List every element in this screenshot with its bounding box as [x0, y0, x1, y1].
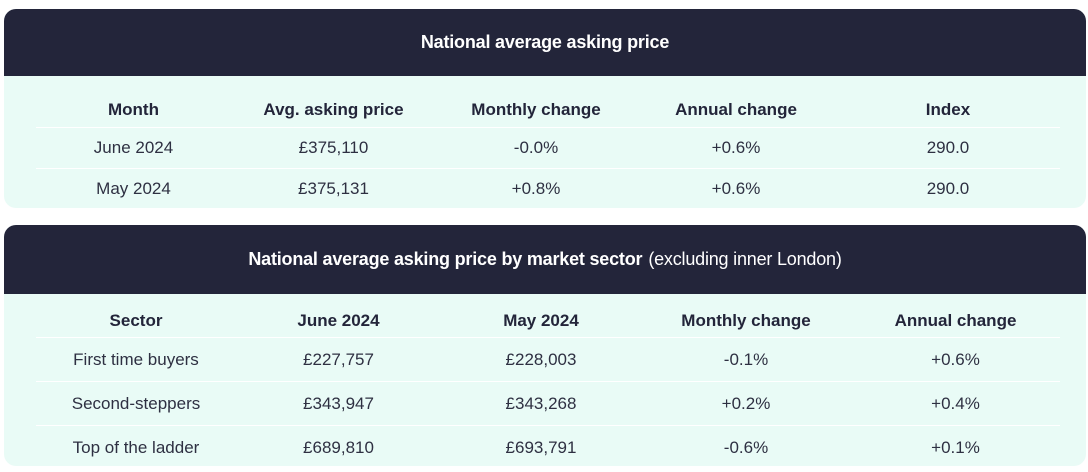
column-header-may-2024: May 2024: [503, 311, 579, 330]
cell-june-2024: £227,757: [236, 337, 441, 382]
column-header-month: Month: [108, 100, 159, 119]
column-header-monthly-change: Monthly change: [681, 311, 811, 330]
cell-may-2024: £693,791: [441, 425, 641, 466]
cell-sector: First time buyers: [36, 337, 236, 382]
cell-monthly-change: -0.0%: [436, 127, 636, 169]
table-row: First time buyers £227,757 £228,003 -0.1…: [36, 337, 1060, 382]
panel-header: National average asking price by market …: [4, 225, 1086, 294]
column-header-annual-change: Annual change: [894, 311, 1017, 330]
cell-avg-asking-price: £375,110: [231, 127, 436, 169]
cell-june-2024: £689,810: [236, 425, 441, 466]
cell-index: 290.0: [836, 168, 1060, 208]
panel-subtitle: (excluding inner London): [648, 249, 842, 269]
cell-month: June 2024: [36, 127, 231, 169]
cell-index: 290.0: [836, 127, 1060, 169]
column-header-june-2024: June 2024: [297, 311, 380, 330]
table-header-row: Sector June 2024 May 2024 Monthly change…: [36, 305, 1060, 338]
cell-may-2024: £228,003: [441, 337, 641, 382]
market-sector-panel: National average asking price by market …: [4, 225, 1086, 466]
column-header-monthly-change: Monthly change: [471, 100, 601, 119]
column-header-index: Index: [925, 100, 971, 119]
cell-monthly-change: +0.2%: [641, 381, 851, 426]
cell-annual-change: +0.6%: [636, 127, 836, 169]
cell-may-2024: £343,268: [441, 381, 641, 426]
cell-june-2024: £343,947: [236, 381, 441, 426]
cell-monthly-change: -0.6%: [641, 425, 851, 466]
table-header-row: Month Avg. asking price Monthly change A…: [36, 93, 1060, 128]
asking-price-table: Month Avg. asking price Monthly change A…: [36, 93, 1060, 208]
cell-annual-change: +0.6%: [636, 168, 836, 208]
national-asking-price-panel: National average asking price Month Avg.…: [4, 9, 1086, 208]
cell-annual-change: +0.6%: [851, 337, 1060, 382]
panel-title: National average asking price by market …: [248, 249, 643, 269]
cell-sector: Second-steppers: [36, 381, 236, 426]
cell-annual-change: +0.4%: [851, 381, 1060, 426]
market-sector-table: Sector June 2024 May 2024 Monthly change…: [36, 305, 1060, 466]
panel-header: National average asking price: [4, 9, 1086, 76]
column-header-annual-change: Annual change: [675, 100, 797, 119]
table-row: Second-steppers £343,947 £343,268 +0.2% …: [36, 381, 1060, 426]
cell-annual-change: +0.1%: [851, 425, 1060, 466]
table-row: June 2024 £375,110 -0.0% +0.6% 290.0: [36, 127, 1060, 169]
cell-month: May 2024: [36, 168, 231, 208]
table-row: Top of the ladder £689,810 £693,791 -0.6…: [36, 425, 1060, 466]
table-row: May 2024 £375,131 +0.8% +0.6% 290.0: [36, 168, 1060, 208]
cell-avg-asking-price: £375,131: [231, 168, 436, 208]
cell-sector: Top of the ladder: [36, 425, 236, 466]
cell-monthly-change: +0.8%: [436, 168, 636, 208]
cell-monthly-change: -0.1%: [641, 337, 851, 382]
panel-title: National average asking price: [420, 32, 670, 52]
column-header-sector: Sector: [109, 311, 163, 330]
column-header-avg-asking-price: Avg. asking price: [263, 100, 404, 119]
